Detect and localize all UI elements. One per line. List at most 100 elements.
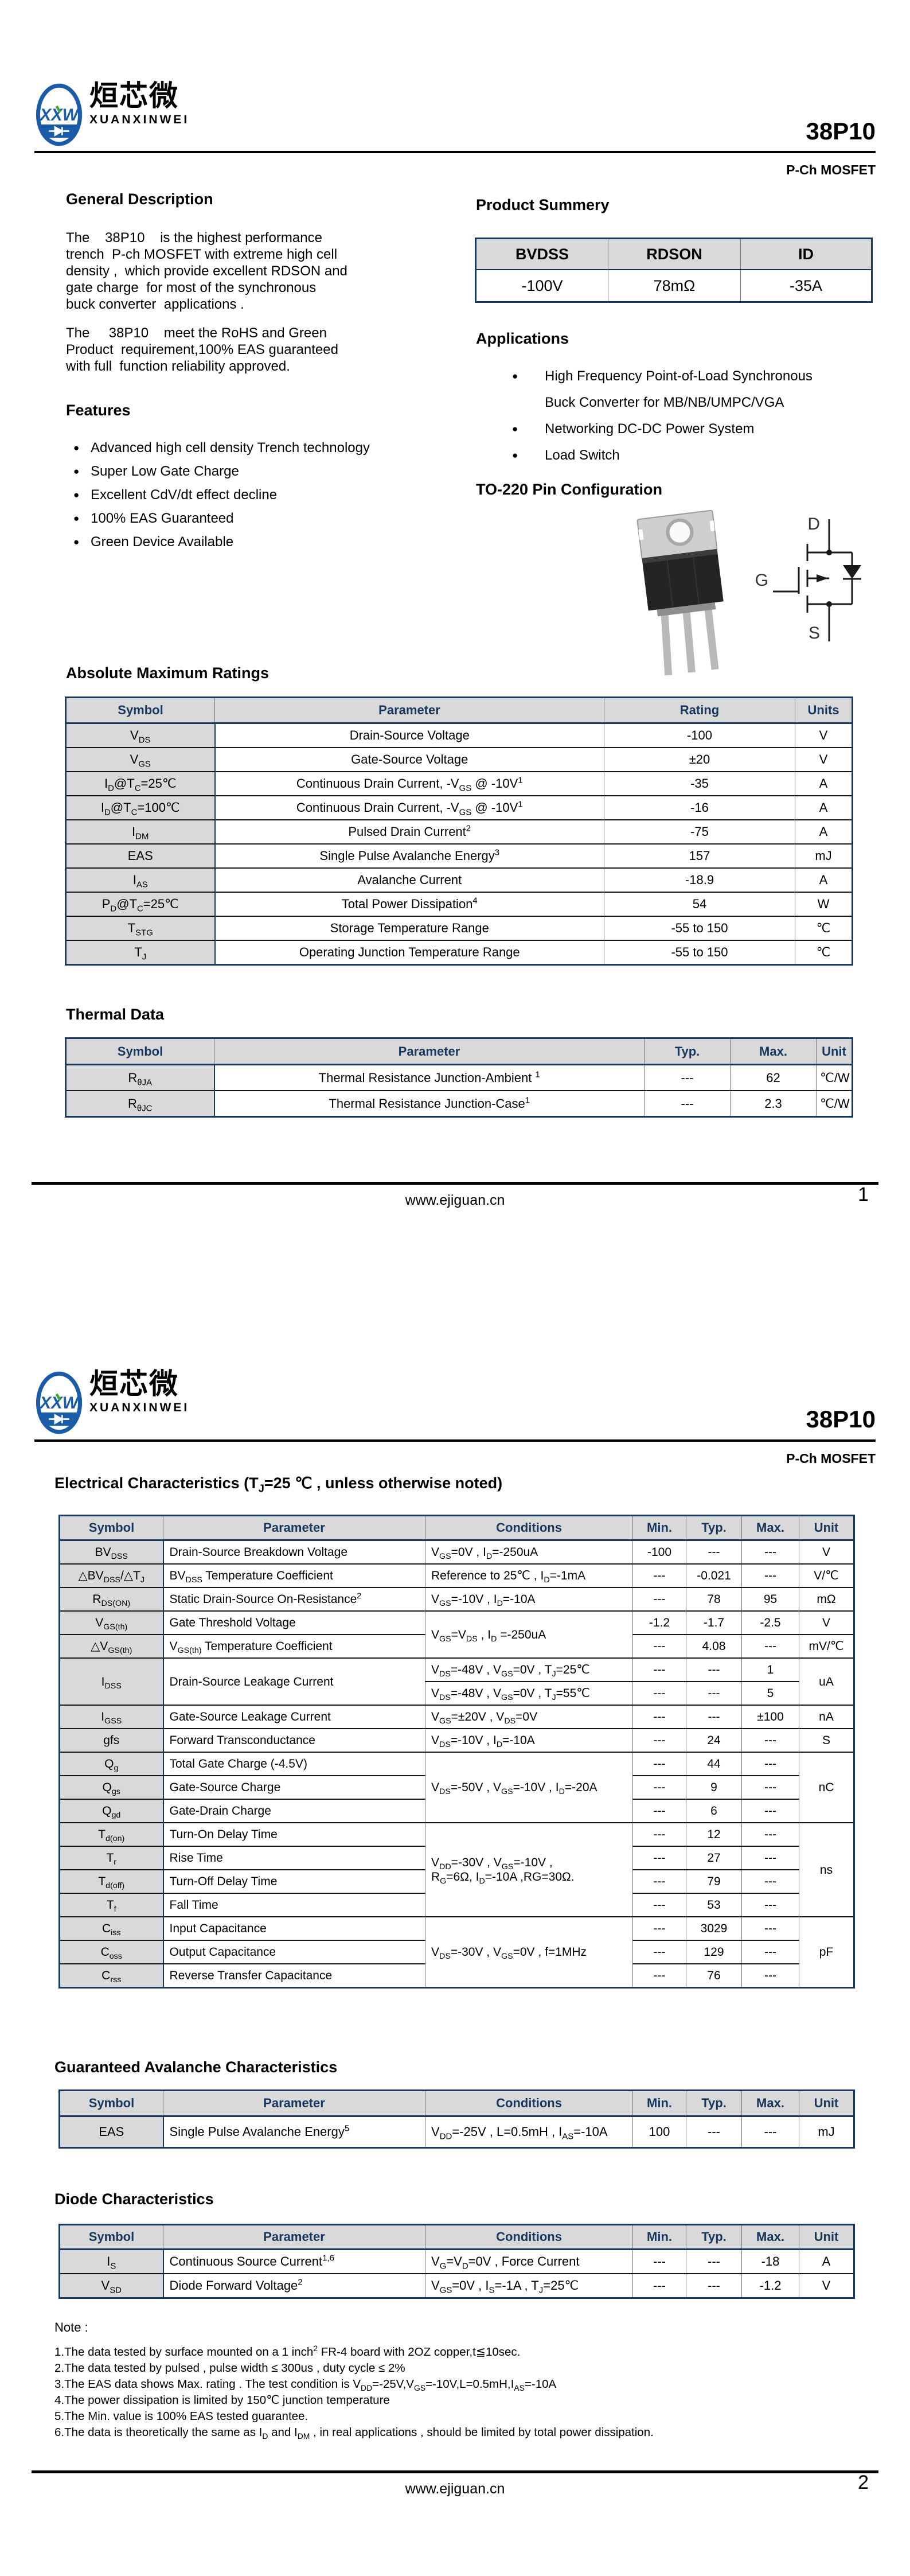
table-cell: --- bbox=[632, 1822, 686, 1846]
table-cell: Avalanche Current bbox=[214, 867, 604, 892]
table-cell: Gate-Source Voltage bbox=[214, 747, 604, 772]
logo-icon: XXW bbox=[36, 83, 83, 146]
table-cell: --- bbox=[741, 1846, 799, 1870]
table-cell: --- bbox=[741, 1752, 799, 1776]
table-cell: VGS bbox=[65, 747, 216, 772]
table-cell: Output Capacitance bbox=[163, 1940, 425, 1964]
list-item: 2.The data tested by pulsed , pulse widt… bbox=[54, 2361, 405, 2375]
table-cell: IGSS bbox=[59, 1705, 164, 1729]
table-cell: Tr bbox=[59, 1846, 164, 1870]
page-number: 1 bbox=[858, 1184, 869, 1205]
table-cell: Input Capacitance bbox=[163, 1916, 425, 1940]
table-row: VDS=-48V , VGS=0V , TJ=55℃ --- --- 5 bbox=[60, 1681, 854, 1705]
table-row: EAS Single Pulse Avalanche Energy5 VDD=-25… bbox=[59, 2115, 854, 2148]
table-cell: VDS=-48V , VGS=0V , TJ=25℃ bbox=[425, 1657, 633, 1682]
column-header: Parameter bbox=[214, 697, 604, 724]
pin-label-source: S bbox=[809, 624, 820, 643]
table-cell: Diode Forward Voltage2 bbox=[163, 2273, 425, 2298]
table-cell: PD@TC=25℃ bbox=[65, 892, 216, 916]
table-row: ID@TC=100℃ Continuous Drain Current, -VGS… bbox=[65, 795, 853, 820]
table-cell: VGS=0V , IS=-1A , TJ=25℃ bbox=[425, 2273, 633, 2298]
table-cell: Fall Time bbox=[163, 1893, 425, 1917]
column-header: Max. bbox=[730, 1038, 817, 1065]
table-cell: --- bbox=[632, 1681, 686, 1705]
list-item: 4.The power dissipation is limited by 15… bbox=[54, 2394, 390, 2407]
table-cell: Total Power Dissipation4 bbox=[214, 892, 604, 916]
table-cell: 24 bbox=[686, 1728, 742, 1752]
table-cell: -0.021 bbox=[686, 1563, 742, 1587]
logo-icon: XXW bbox=[36, 1371, 83, 1434]
section-title-thermal: Thermal Data bbox=[66, 1006, 165, 1023]
notes-list: 1.The data tested by surface mounted on … bbox=[54, 2344, 863, 2441]
table-cell: 62 bbox=[730, 1064, 817, 1091]
table-row: Qgs Gate-Source Charge --- 9 --- bbox=[59, 1775, 854, 1799]
footer-url: www.ejiguan.cn bbox=[405, 2481, 505, 2497]
table-cell: Ciss bbox=[59, 1916, 164, 1940]
list-item: Green Device Available bbox=[73, 530, 475, 554]
table-cell: 1 bbox=[741, 1657, 799, 1682]
table-row: Tf Fall Time --- 53 --- bbox=[59, 1893, 854, 1917]
brand-english: XUANXINWEI bbox=[89, 113, 190, 126]
table-cell: --- bbox=[632, 2273, 686, 2298]
table-cell: Continuous Drain Current, -VGS @ -10V1 bbox=[214, 771, 604, 796]
table-cell: --- bbox=[741, 2115, 799, 2148]
logo-text: 烜芯微 XUANXINWEI bbox=[89, 1368, 189, 1415]
table-cell: Continuous Drain Current, -VGS @ -10V1 bbox=[214, 795, 604, 820]
table-cell: △BVDSS/△TJ bbox=[59, 1563, 164, 1587]
table-cell: VGS=VDS , ID =-250uA bbox=[425, 1610, 633, 1658]
table-row: TJ Operating Junction Temperature Range -5… bbox=[65, 940, 853, 965]
table-cell: Drain-Source Breakdown Voltage bbox=[163, 1539, 425, 1564]
table-cell: IDSS bbox=[59, 1657, 164, 1705]
table-cell: 2.3 bbox=[730, 1090, 817, 1117]
table-cell: Continuous Source Current1,6 bbox=[163, 2248, 425, 2274]
table-cell: △VGS(th) bbox=[59, 1634, 164, 1658]
column-header: Rating bbox=[604, 697, 795, 724]
part-number: 38P10 bbox=[806, 118, 876, 145]
table-cell: --- bbox=[632, 1846, 686, 1870]
section-title-features: Features bbox=[66, 402, 131, 419]
table-row: Td(off) Turn-Off Delay Time --- 79 --- bbox=[59, 1869, 854, 1893]
table-cell: ℃ bbox=[795, 940, 853, 965]
table-cell: --- bbox=[686, 1681, 742, 1705]
table-row: △BVDSS/△TJ BVDSS Temperature Coefficient R… bbox=[59, 1563, 854, 1587]
table-row: EAS Single Pulse Avalanche Energy3 157 mJ bbox=[65, 843, 853, 868]
list-item: 5.The Min. value is 100% EAS tested guar… bbox=[54, 2410, 308, 2423]
table-cell: EAS bbox=[59, 2115, 164, 2148]
section-title-applications: Applications bbox=[476, 330, 569, 347]
table-cell: 44 bbox=[686, 1752, 742, 1776]
table-cell: mJ bbox=[799, 2115, 854, 2148]
column-header: Min. bbox=[632, 1515, 686, 1541]
applications-list: High Frequency Point-of-Load Synchronous… bbox=[512, 363, 873, 469]
table-row: VSD Diode Forward Voltage2 VGS=0V , IS=-1A… bbox=[59, 2273, 854, 2298]
table-cell: A bbox=[795, 795, 853, 820]
table-cell: TJ bbox=[65, 940, 216, 965]
table-row: Tr Rise Time --- 27 --- bbox=[59, 1846, 854, 1870]
electrical-characteristics-table: Symbol Parameter Conditions Min. Typ. Max. Uni… bbox=[58, 1515, 855, 1989]
table-cell: 100 bbox=[632, 2115, 686, 2148]
table-row: RθJC Thermal Resistance Junction-Case1 ---… bbox=[65, 1090, 853, 1117]
table-cell: Forward Transconductance bbox=[163, 1728, 425, 1752]
company-logo: XXW 烜芯微 XUANXINWEI bbox=[36, 80, 189, 149]
table-cell: ±20 bbox=[604, 747, 795, 772]
table-cell: -35 bbox=[604, 771, 795, 796]
table-cell: --- bbox=[741, 1775, 799, 1799]
table-cell: 27 bbox=[686, 1846, 742, 1870]
table-header-row: Symbol Parameter Conditions Min. Typ. Max. Uni… bbox=[59, 2090, 854, 2117]
table-row: IAS Avalanche Current -18.9 A bbox=[65, 867, 853, 892]
column-header: Symbol bbox=[65, 697, 215, 724]
table-cell: Coss bbox=[59, 1940, 164, 1964]
footer-url: www.ejiguan.cn bbox=[405, 1192, 505, 1208]
table-cell: --- bbox=[632, 1752, 686, 1776]
table-cell: VGS=±20V , VDS=0V bbox=[425, 1705, 633, 1729]
list-item: Excellent CdV/dt effect decline bbox=[73, 483, 475, 507]
table-cell: BVDSS Temperature Coefficient bbox=[163, 1563, 425, 1587]
table-cell: RθJC bbox=[65, 1090, 215, 1117]
table-cell: --- bbox=[741, 1916, 799, 1940]
table-row: VGS Gate-Source Voltage ±20 V bbox=[65, 747, 853, 772]
table-cell: TSTG bbox=[65, 916, 216, 940]
table-cell: --- bbox=[686, 1705, 742, 1729]
table-header-row: Symbol Parameter Typ. Max. Unit bbox=[65, 1038, 853, 1065]
table-row: VGS(th) Gate Threshold Voltage VGS=VDS , I… bbox=[59, 1610, 854, 1658]
column-header: Parameter bbox=[163, 1515, 425, 1541]
table-cell: V bbox=[795, 747, 853, 772]
